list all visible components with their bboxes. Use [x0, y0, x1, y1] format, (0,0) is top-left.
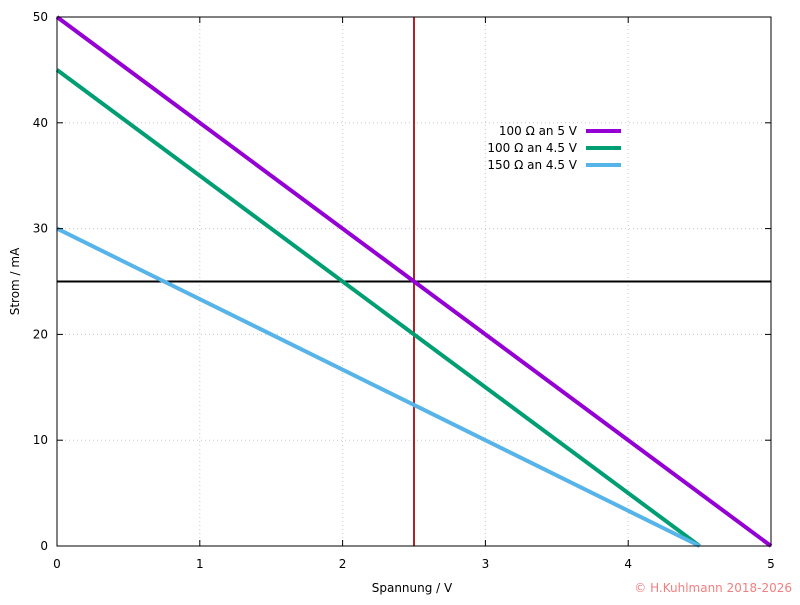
- y-tick-label: 30: [33, 222, 48, 236]
- y-tick-label: 0: [40, 539, 48, 553]
- y-tick-label: 50: [33, 10, 48, 24]
- legend-label: 100 Ω an 4.5 V: [487, 141, 577, 155]
- x-tick-label: 1: [196, 557, 204, 571]
- x-tick-label: 3: [482, 557, 490, 571]
- y-tick-label: 10: [33, 433, 48, 447]
- legend: 100 Ω an 5 V 100 Ω an 4.5 V 150 Ω an 4.5 V: [487, 124, 621, 172]
- plot-frame: [56, 16, 772, 547]
- y-tick-label: 40: [33, 116, 48, 130]
- series-line: [56, 226, 701, 548]
- x-tick-label: 0: [53, 557, 61, 571]
- y-tick-label: 20: [33, 327, 48, 341]
- x-tick-label: 5: [767, 557, 775, 571]
- series-line: [55, 15, 773, 548]
- y-axis-label: Strom / mA: [8, 247, 22, 315]
- legend-label: 150 Ω an 4.5 V: [487, 158, 577, 172]
- series-line: [55, 68, 701, 548]
- legend-label: 100 Ω an 5 V: [499, 124, 578, 138]
- copyright-notice: © H.Kuhlmann 2018-2026: [634, 581, 792, 595]
- x-axis-label: Spannung / V: [372, 581, 453, 595]
- x-tick-label: 2: [339, 557, 347, 571]
- x-tick-label: 4: [624, 557, 632, 571]
- series-lines: [55, 15, 773, 548]
